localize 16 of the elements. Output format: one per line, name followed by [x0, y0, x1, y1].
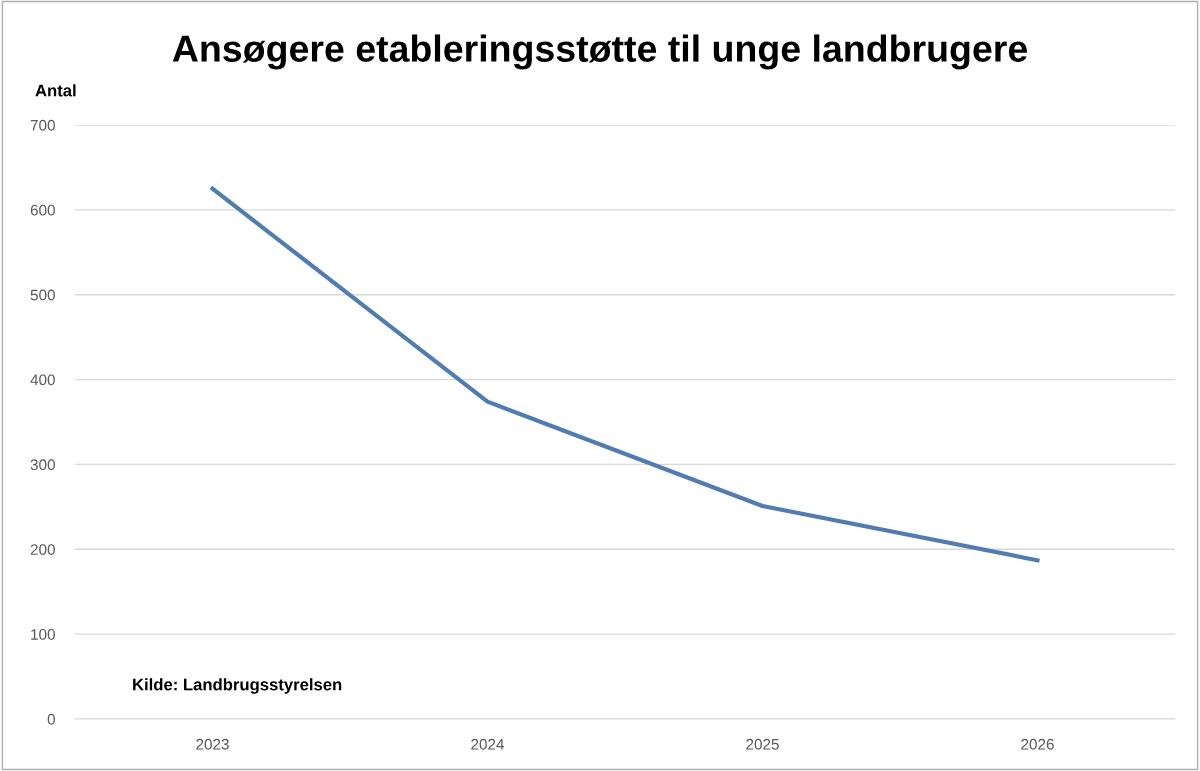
x-tick-label: 2023	[196, 738, 229, 750]
x-tick-label: 2024	[471, 738, 505, 750]
y-tick-label: 0	[47, 713, 55, 725]
y-tick-label: 700	[30, 119, 55, 131]
y-tick-label: 400	[30, 374, 55, 386]
x-tick-label: 2026	[1021, 738, 1054, 750]
annotation: Kilde: Landbrugsstyrelsen	[133, 678, 342, 694]
y-tick-label: 200	[30, 544, 55, 555]
line-series	[210, 186, 1040, 563]
chart-title: Ansøgere etableringsstøtte til unge landbrugere	[172, 34, 1027, 70]
y-tick-label: 500	[30, 289, 55, 301]
y-axis-title: Antal	[35, 84, 76, 97]
y-tick-label: 600	[30, 204, 55, 216]
x-tick-label: 2025	[746, 738, 779, 750]
y-tick-label: 100	[31, 629, 55, 640]
y-tick-label: 300	[30, 459, 55, 471]
